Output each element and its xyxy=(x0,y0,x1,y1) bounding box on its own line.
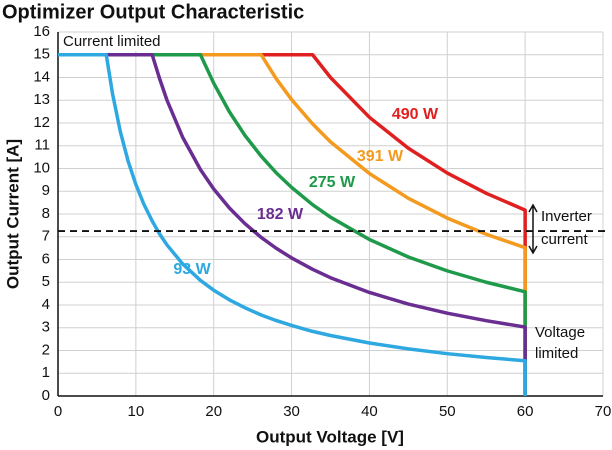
y-tick-label: 1 xyxy=(42,364,50,381)
annotation: Voltage xyxy=(535,324,585,341)
annotation: Current limited xyxy=(63,33,161,50)
x-tick-label: 70 xyxy=(595,403,612,420)
series-label: 490 W xyxy=(392,106,439,123)
y-tick-label: 11 xyxy=(34,137,50,154)
x-tick-label: 60 xyxy=(517,403,534,420)
y-tick-label: 0 xyxy=(42,387,50,404)
arrow xyxy=(528,203,538,255)
x-axis-label: Output Voltage [V] xyxy=(256,427,404,446)
x-tick-label: 10 xyxy=(128,403,145,420)
series-label: 93 W xyxy=(173,261,211,278)
y-tick-label: 5 xyxy=(42,273,50,290)
y-tick-label: 9 xyxy=(42,182,50,199)
y-tick-label: 10 xyxy=(33,159,50,176)
y-tick-label: 16 xyxy=(33,23,50,40)
series-label: 391 W xyxy=(357,148,404,165)
series-label: 275 W xyxy=(309,174,356,191)
reference-label: current xyxy=(541,231,589,248)
chart-title: Optimizer Output Characteristic xyxy=(2,1,304,23)
reference-label: Inverter xyxy=(541,208,592,225)
annotation-bg xyxy=(60,33,184,51)
y-tick-label: 15 xyxy=(33,46,50,63)
y-tick-label: 3 xyxy=(42,319,50,336)
x-tick-label: 40 xyxy=(361,403,378,420)
y-tick-label: 7 xyxy=(42,228,50,245)
series-label: 182 W xyxy=(257,206,304,223)
series-line xyxy=(58,53,527,396)
series-line xyxy=(58,53,527,396)
y-tick-label: 13 xyxy=(33,91,50,108)
x-tick-label: 30 xyxy=(283,403,300,420)
y-axis-label: Output Current [A] xyxy=(3,139,22,289)
annotation: limited xyxy=(535,345,578,362)
y-tick-label: 12 xyxy=(33,114,50,131)
y-tick-label: 2 xyxy=(42,341,50,358)
y-tick-label: 14 xyxy=(33,68,50,85)
y-tick-label: 4 xyxy=(42,296,50,313)
y-tick-label: 8 xyxy=(42,205,50,222)
x-tick-label: 20 xyxy=(205,403,222,420)
y-tick-label: 6 xyxy=(42,250,50,267)
x-tick-label: 0 xyxy=(54,403,62,420)
x-tick-label: 50 xyxy=(439,403,456,420)
